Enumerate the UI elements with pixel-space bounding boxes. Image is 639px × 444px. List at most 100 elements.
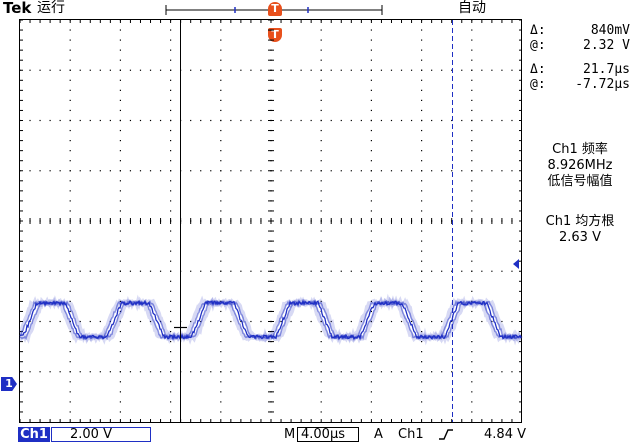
graticule-dot	[471, 260, 473, 262]
graticule-dot	[230, 170, 232, 172]
graticule-dot	[260, 119, 262, 122]
graticule-dot	[471, 230, 473, 232]
graticule-dot	[390, 371, 393, 373]
graticule-dot	[49, 69, 51, 71]
ch1-volts-per-div[interactable]: 2.00 V	[51, 427, 151, 442]
graticule-dot	[421, 89, 423, 91]
graticule-dot	[491, 371, 493, 373]
graticule-dot	[190, 320, 192, 323]
graticule-dot	[69, 119, 71, 122]
graticule-dot	[119, 280, 121, 282]
graticule-dot	[220, 411, 222, 413]
graticule-dot	[421, 210, 423, 212]
graticule-dot	[421, 49, 423, 51]
graticule-dot	[370, 371, 372, 373]
graticule-dot	[170, 200, 172, 202]
graticule-dot	[119, 250, 121, 252]
graticule-dot	[119, 210, 121, 212]
graticule-dot	[461, 69, 463, 71]
graticule-dot	[370, 310, 372, 313]
graticule-dot	[380, 320, 383, 323]
ch1-ground-marker[interactable]: 1	[1, 377, 17, 391]
trigger-level-value[interactable]: 4.84 V	[484, 427, 526, 442]
graticule-dot	[170, 250, 172, 252]
graticule-dot	[431, 371, 433, 373]
graticule-dot	[119, 381, 121, 383]
graticule-dot	[89, 69, 91, 71]
graticule-dot	[220, 230, 222, 232]
graticule-dot	[300, 371, 302, 373]
graticule-dot	[370, 230, 372, 232]
graticule-dot	[170, 190, 172, 192]
graticule-dot	[400, 371, 403, 373]
graticule-dot	[390, 320, 393, 323]
graticule-dot	[340, 371, 342, 373]
graticule-dot	[119, 109, 121, 112]
graticule-dot	[421, 140, 423, 142]
graticule-dot	[200, 270, 202, 272]
measurement-1-value: 8.926MHz	[547, 158, 613, 173]
graticule-dot	[370, 200, 372, 202]
graticule-dot	[170, 89, 172, 91]
graticule-dot	[511, 270, 513, 272]
graticule-dot	[220, 109, 222, 112]
ch1-channel-label[interactable]: Ch1	[18, 427, 50, 442]
graticule-dot	[320, 109, 322, 112]
graticule-dot	[69, 170, 71, 172]
graticule-dot	[421, 361, 423, 363]
timebase-prefix: M	[284, 427, 296, 442]
graticule-dot	[119, 79, 121, 81]
graticule-dot	[250, 371, 252, 373]
graticule-dot	[421, 381, 423, 383]
graticule-dot	[481, 270, 483, 272]
graticule-dot	[390, 270, 393, 272]
graticule-dot	[200, 170, 202, 172]
measurement-2-value: 2.63 V	[559, 230, 601, 245]
graticule-dot	[170, 280, 172, 282]
graticule-dot	[451, 270, 453, 272]
graticule-dot	[471, 69, 473, 71]
graticule-dot	[250, 320, 252, 323]
graticule-dot	[370, 290, 372, 292]
graticule-dot	[139, 119, 142, 122]
graticule-dot	[59, 320, 61, 323]
graticule-dot	[471, 200, 473, 202]
graticule-dot	[250, 270, 252, 272]
timebase-value[interactable]: 4.00µs	[297, 427, 359, 442]
graticule-dot	[350, 270, 352, 272]
graticule-dot	[501, 69, 503, 71]
graticule-dot	[471, 140, 473, 142]
graticule-dot	[461, 119, 463, 122]
graticule-dot	[119, 290, 121, 292]
graticule-dot	[290, 371, 292, 373]
graticule-dot	[320, 320, 322, 323]
graticule-dot	[119, 190, 121, 192]
graticule-dot	[320, 270, 322, 272]
graticule-dot	[149, 69, 152, 71]
graticule-dot	[421, 320, 423, 323]
graticule-dot	[320, 49, 322, 51]
graticule-dot	[200, 69, 202, 71]
measurement-2-title: Ch1 均方根	[545, 214, 615, 229]
graticule-dot	[29, 69, 31, 71]
graticule-dot	[29, 119, 31, 122]
graticule-dot	[220, 129, 222, 132]
graticule-dot	[320, 170, 322, 172]
graticule-dot	[421, 371, 423, 373]
graticule-dot	[230, 320, 232, 323]
graticule-dot	[360, 371, 362, 373]
graticule-dot	[360, 270, 362, 272]
trigger-point-marker[interactable]: T	[268, 28, 282, 42]
graticule-dot	[360, 170, 362, 172]
trigger-channel[interactable]: Ch1	[398, 427, 424, 442]
graticule-dot	[421, 270, 423, 272]
graticule-dot	[471, 99, 473, 101]
trigger-position-marker-top[interactable]: T	[268, 2, 282, 16]
graticule-dot	[300, 69, 302, 71]
graticule-dot	[511, 170, 513, 172]
graticule-dot	[340, 170, 342, 172]
graticule-dot	[240, 69, 242, 71]
graticule-dot	[320, 391, 322, 393]
graticule-dot	[29, 320, 31, 323]
graticule-dot	[471, 240, 473, 242]
